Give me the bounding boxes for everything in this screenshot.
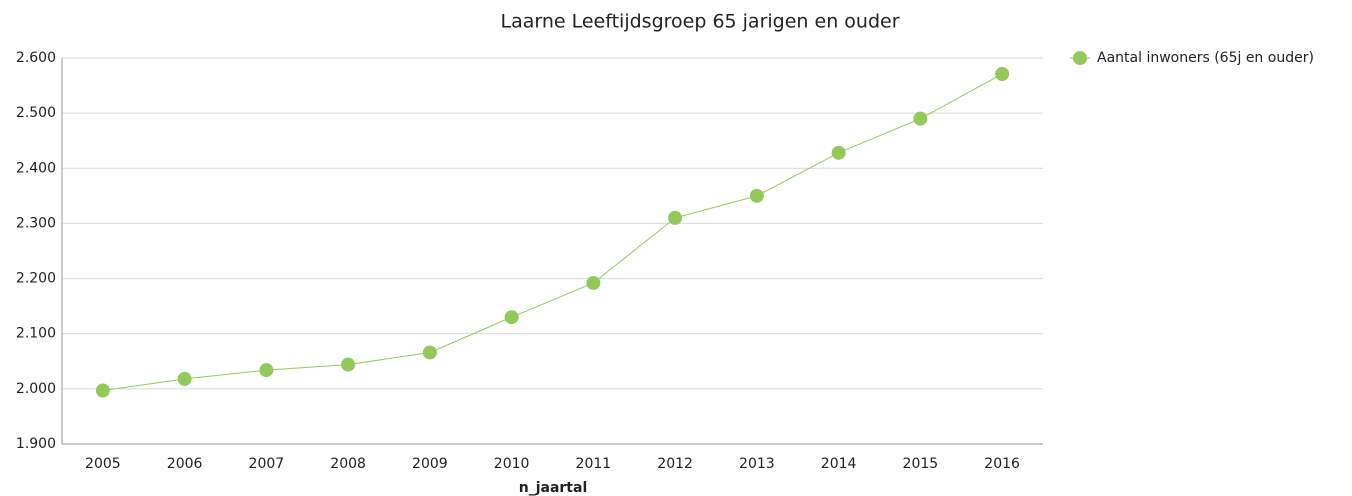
x-tick-label: 2014 xyxy=(821,456,857,472)
point-marker xyxy=(259,363,274,378)
point-marker xyxy=(749,188,764,203)
x-tick-label: 2008 xyxy=(330,456,366,472)
y-tick-label: 2.600 xyxy=(16,50,56,66)
legend-label: Aantal inwoners (65j en ouder) xyxy=(1097,50,1314,66)
x-tick-label: 2005 xyxy=(85,456,121,472)
point-marker xyxy=(913,111,928,126)
y-tick-label: 2.000 xyxy=(16,381,56,397)
y-tick-label: 2.200 xyxy=(16,271,56,287)
y-tick-label: 2.400 xyxy=(16,160,56,176)
point-marker xyxy=(504,310,519,325)
point-marker xyxy=(341,357,356,372)
series-line xyxy=(102,73,1003,392)
x-tick-label: 2016 xyxy=(984,456,1020,472)
point-marker xyxy=(668,210,683,225)
y-tick-label: 2.500 xyxy=(16,105,56,121)
x-tick-label: 2011 xyxy=(576,456,612,472)
y-tick-label: 2.100 xyxy=(16,326,56,342)
point-marker xyxy=(177,371,192,386)
point-marker xyxy=(831,145,846,160)
chart-title: Laarne Leeftijdsgroep 65 jarigen en oude… xyxy=(501,11,900,33)
y-tick-label: 1.900 xyxy=(16,436,56,452)
x-tick-label: 2012 xyxy=(657,456,693,472)
x-tick-label: 2006 xyxy=(167,456,203,472)
y-tick-label: 2.300 xyxy=(16,215,56,231)
legend-marker xyxy=(1073,51,1087,65)
x-tick-label: 2010 xyxy=(494,456,530,472)
x-tick-label: 2013 xyxy=(739,456,775,472)
x-tick-label: 2015 xyxy=(903,456,939,472)
point-marker xyxy=(586,275,601,290)
x-tick-label: 2007 xyxy=(249,456,285,472)
point-marker xyxy=(95,383,110,398)
point-marker xyxy=(995,66,1010,81)
x-tick-label: 2009 xyxy=(412,456,448,472)
point-marker xyxy=(422,345,437,360)
x-axis-label: n_jaartal xyxy=(519,480,588,496)
